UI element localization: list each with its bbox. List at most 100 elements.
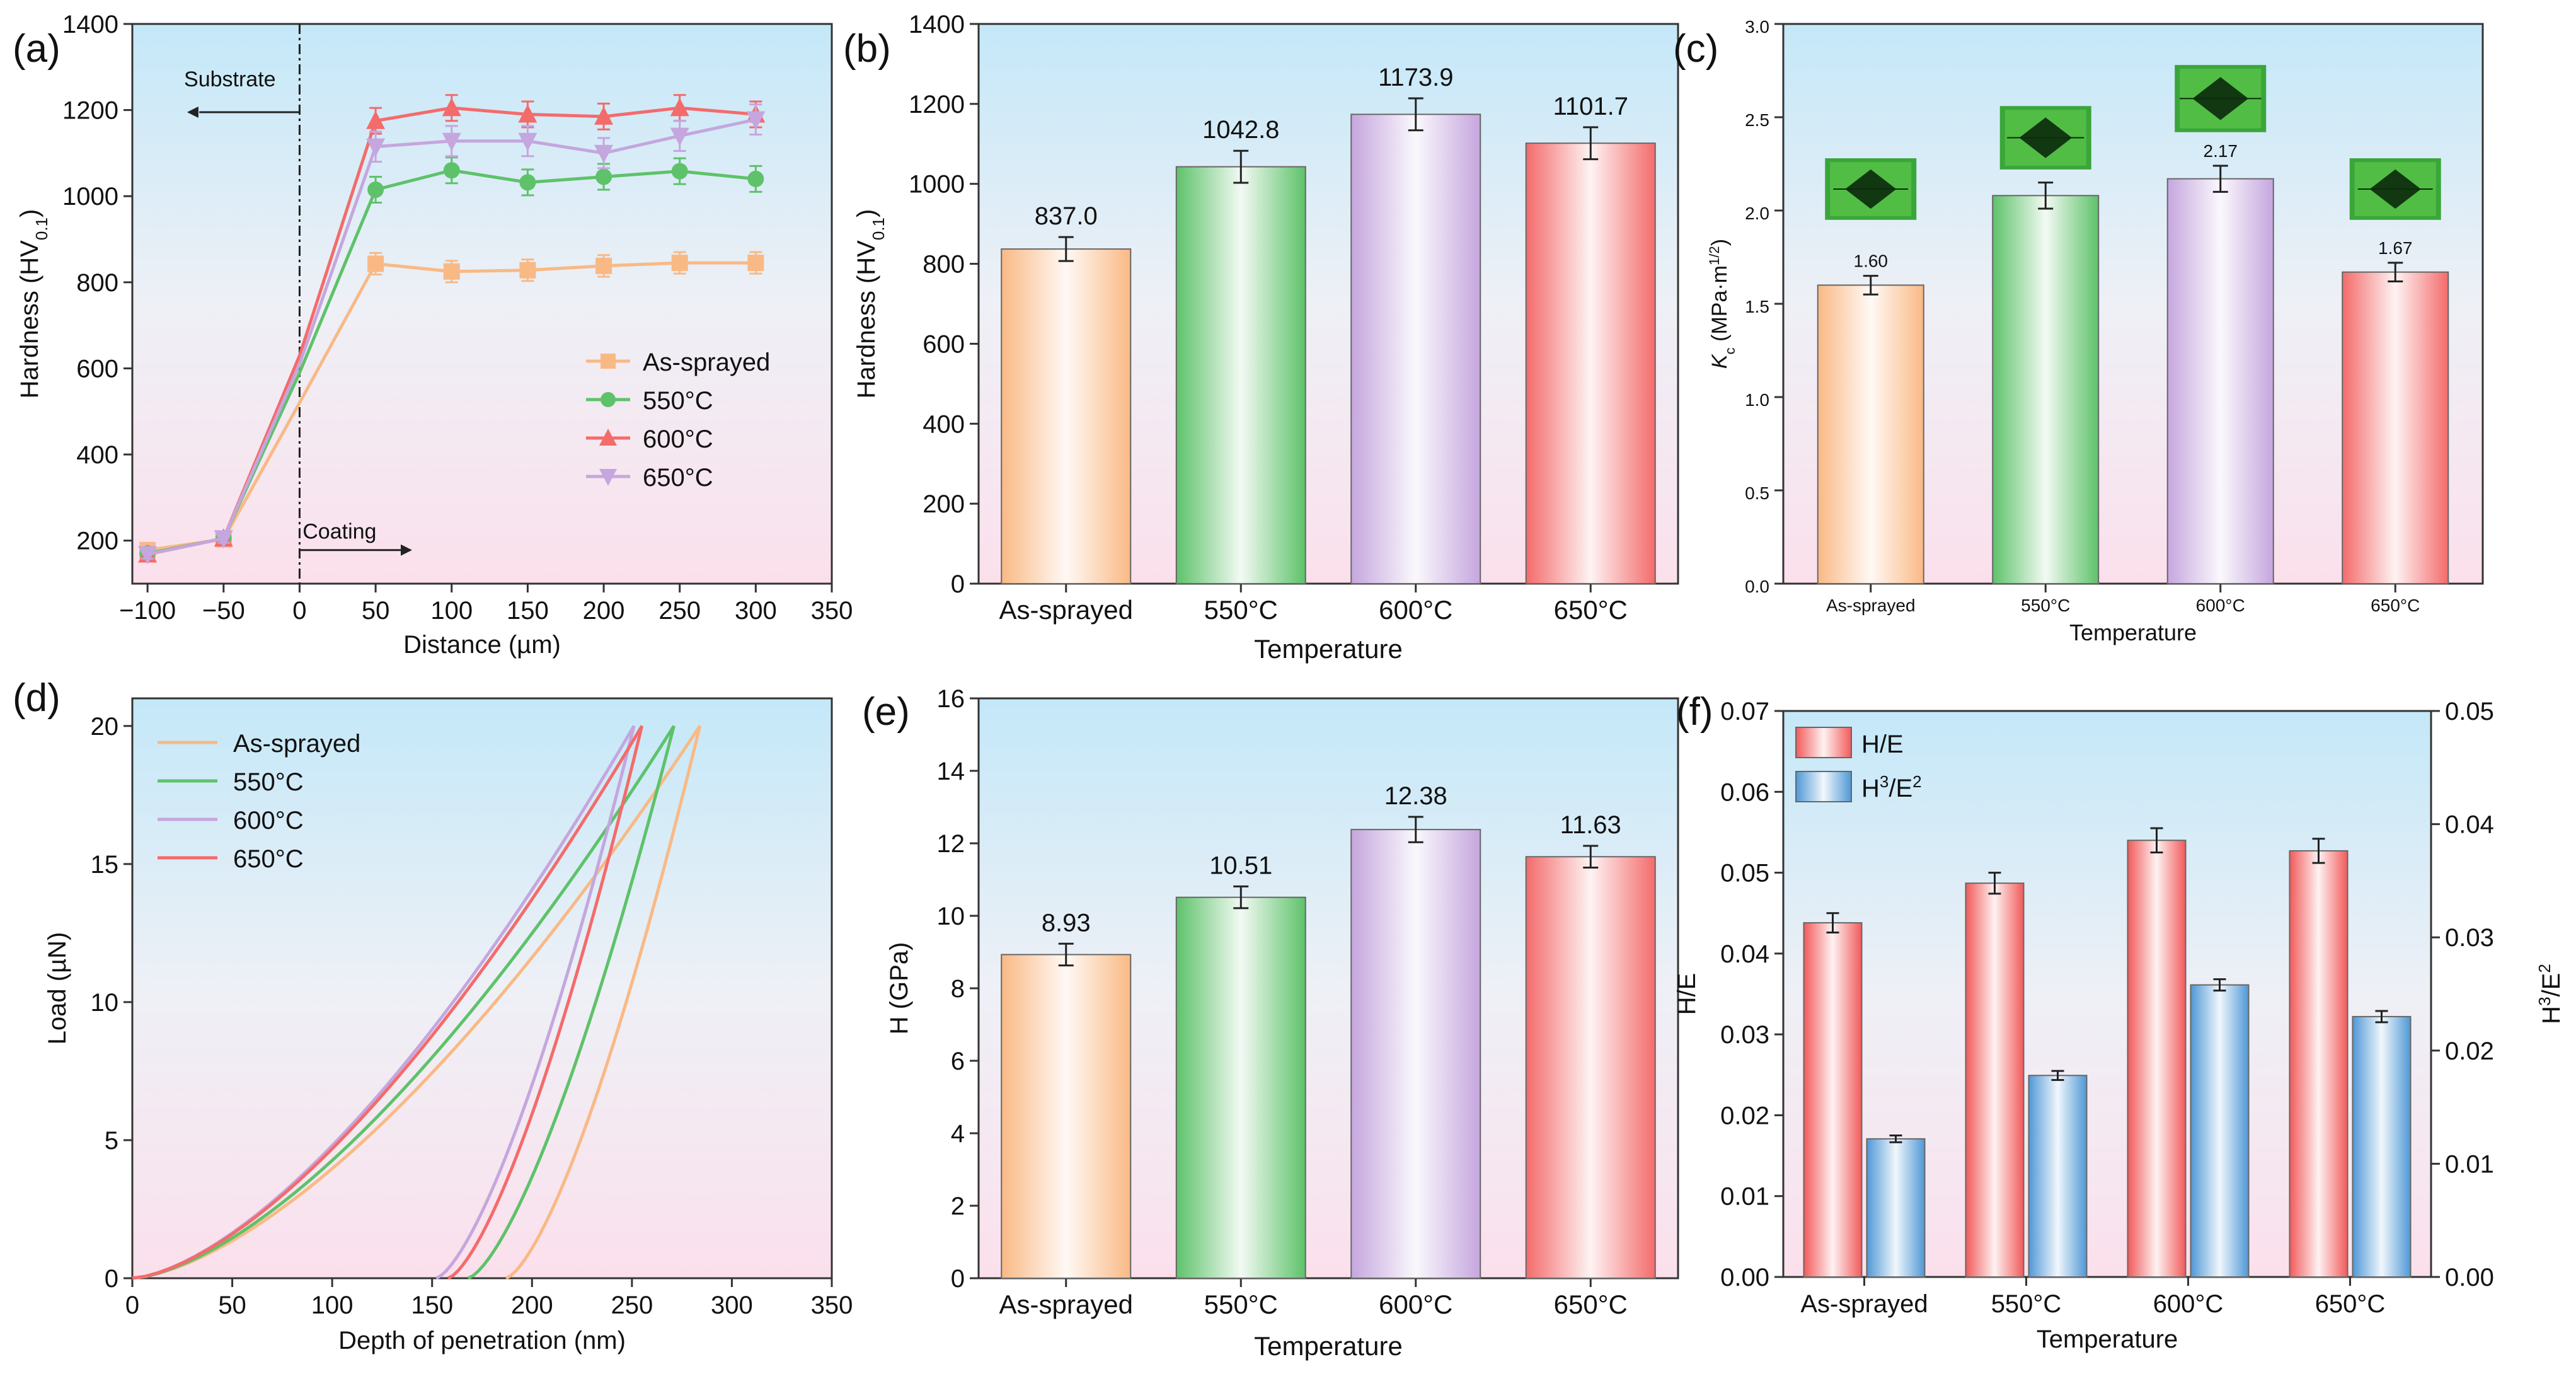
data-point: [746, 111, 766, 130]
y-tick-label: 1.0: [1745, 390, 1769, 410]
legend-label: 650°C: [643, 464, 713, 492]
y-tick-label: 0.02: [2445, 1037, 2494, 1065]
data-point: [671, 255, 688, 272]
y-tick-label: 4: [951, 1120, 965, 1148]
data-point: [367, 181, 384, 198]
label-part: H: [1861, 775, 1880, 802]
label-part: H/E: [1673, 973, 1701, 1015]
x-tick-label: 300: [735, 597, 777, 625]
legend-label: As-sprayed: [643, 349, 770, 376]
substrate-label: Substrate: [184, 67, 276, 91]
data-label: 2.17: [2204, 141, 2238, 161]
label-part: Hardness (HV: [16, 240, 43, 399]
bar-h3e2: [2190, 984, 2250, 1278]
y-tick-label: 1400: [909, 11, 965, 38]
load-curve: [132, 725, 636, 1280]
legend-label-he: H/E: [1861, 731, 1904, 758]
y-tick-label: 0.00: [2445, 1264, 2494, 1291]
coating-label: Coating: [302, 519, 376, 543]
data-point: [670, 127, 689, 146]
label-part: 0.1: [32, 217, 51, 240]
data-point: [747, 170, 764, 187]
bar-he: [2127, 840, 2187, 1278]
y-tick-label: 800: [76, 269, 118, 297]
legend-marker: [599, 429, 617, 446]
label-part: 1/2: [1706, 246, 1722, 265]
panel-f: 0.00 0.01 0.02 0.03 0.04 0.05 0.06 0.07 0.00 0.01…: [1673, 690, 2565, 1353]
y-tick-label: 1200: [909, 91, 965, 118]
legend-marker: [601, 392, 616, 407]
y-tick-label: 15: [91, 851, 119, 879]
y-tick-label: 0.01: [2445, 1150, 2494, 1178]
y-tick-label: 1200: [62, 97, 118, 125]
x-tick-label: 200: [583, 597, 625, 625]
bar: [2342, 271, 2449, 584]
x-tick-label: 300: [711, 1291, 753, 1319]
x-tick-label: 600°C: [2196, 596, 2245, 615]
label-part: K: [1708, 354, 1732, 369]
label-part: Load (µN): [43, 932, 71, 1045]
plot-frame: [1782, 710, 2432, 1278]
data-point: [366, 110, 386, 129]
y-tick-label: 20: [91, 713, 119, 741]
x-tick-label: 0: [125, 1291, 139, 1319]
label-part: /E: [1889, 775, 1912, 802]
x-tick-label: 550°C: [2021, 596, 2070, 615]
x-tick-label: 650°C: [2371, 596, 2420, 615]
data-label: 11.63: [1560, 811, 1621, 839]
y-axis-label: Load (µN): [43, 932, 71, 1045]
label-part: 2: [1912, 772, 1921, 791]
x-tick-label: 250: [658, 597, 701, 625]
legend-label: 550°C: [643, 387, 713, 415]
legend-swatch-h3e2: [1795, 771, 1852, 802]
label-part: ): [16, 209, 43, 217]
legend-label-h3e2: H3/E2: [1861, 772, 1922, 802]
y-tick-label: 1400: [62, 11, 118, 38]
y-tick-label: 1000: [62, 183, 118, 211]
data-label: 1173.9: [1378, 64, 1453, 91]
bar: [1175, 166, 1306, 585]
y-tick-label: 0.00: [1720, 1264, 1769, 1291]
x-tick-label: −50: [202, 597, 245, 625]
x-tick-label: As-sprayed: [1800, 1290, 1928, 1318]
legend-marker: [599, 469, 617, 486]
data-point: [670, 98, 689, 117]
panel-label: (e): [862, 690, 910, 734]
data-label: 1.60: [1854, 251, 1889, 271]
y-axis-label: Hardness (HV0.1): [16, 209, 51, 399]
x-tick-label: 650°C: [2315, 1290, 2386, 1318]
x-axis-label: Temperature: [2037, 1325, 2178, 1353]
legend-label: As-sprayed: [233, 730, 360, 758]
bar: [1525, 856, 1656, 1279]
bar: [1001, 248, 1132, 584]
y-tick-label: 0.04: [2445, 811, 2494, 839]
panel-c: 0.0 0.5 1.0 1.5 2.0 2.5 3.0 As-sprayed 1.60 550°C…: [1673, 17, 2484, 645]
x-axis-label: Temperature: [2069, 620, 2197, 645]
legend-label: 550°C: [233, 768, 304, 796]
label-part: 3: [1880, 772, 1889, 791]
x-tick-label: 550°C: [1991, 1290, 2062, 1318]
y-tick-label: 0.5: [1745, 483, 1769, 503]
load-curve: [132, 725, 676, 1280]
plot-background: [132, 698, 832, 1278]
bar-he: [2289, 850, 2349, 1278]
label-part: ): [853, 209, 880, 217]
legend-marker: [601, 354, 616, 369]
data-point: [443, 162, 460, 179]
data-label: 12.38: [1384, 782, 1447, 810]
y-tick-label: 6: [951, 1048, 965, 1075]
x-axis-label: Depth of penetration (nm): [338, 1327, 626, 1354]
data-point: [595, 168, 612, 185]
panel-label: (a): [13, 27, 60, 71]
label-part: ): [1708, 239, 1732, 246]
data-point: [138, 546, 158, 565]
panel-label: (b): [843, 27, 891, 71]
y-axis-label: Hardness (HV0.1): [853, 209, 888, 399]
x-tick-label: 200: [511, 1291, 553, 1319]
data-point: [518, 104, 538, 123]
y-tick-label: 0.0: [1745, 577, 1769, 596]
data-point: [367, 255, 384, 272]
x-tick-label: 650°C: [1554, 1290, 1628, 1319]
label-part: /E: [2538, 973, 2565, 997]
